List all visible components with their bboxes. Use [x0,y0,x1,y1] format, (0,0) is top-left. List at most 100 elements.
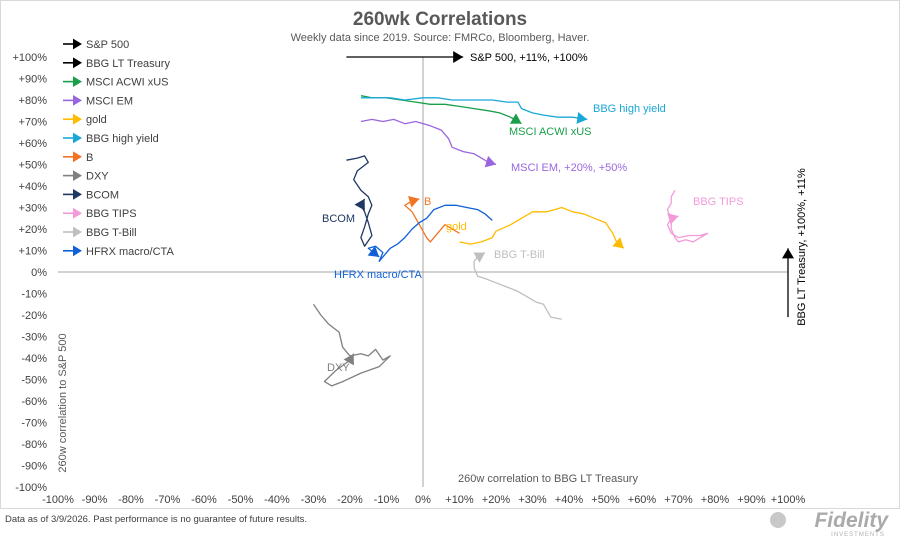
x-tick-label: +10% [445,494,474,506]
legend-arrow-icon [73,38,82,50]
x-tick-label: +70% [664,494,693,506]
x-tick-label: +20% [482,494,511,506]
x-tick-label: -70% [155,494,181,506]
fidelity-logo-subtext: INVESTMENTS [831,532,885,538]
legend-arrow-icon [73,95,82,106]
legend-item-bcom: BCOM [63,189,119,201]
series-bbg-t-bill [473,252,562,320]
x-tick-label: -30% [301,494,327,506]
series-arrow-msci-acwi-xus [509,113,522,124]
legend-item-dxy: DXY [63,170,109,183]
legend-arrow-icon [73,189,82,200]
series-arrow-gold [612,237,624,249]
legend-arrow-icon [73,132,82,144]
legend-arrow-icon [73,170,82,181]
legend-label: MSCI ACWI xUS [86,77,169,89]
series-hfrx-macro-cta [367,204,493,262]
axes: -100% -90% -80% -70% -60% -50% -40% -30% -20% -10… [12,52,805,506]
fidelity-logo: Fidelity INVESTMENTS [770,509,889,538]
label-gold: gold [446,221,467,233]
series-bbg-tips [666,189,709,243]
y-tick-label: -10% [21,289,47,301]
y-tick-label: +40% [19,181,48,193]
legend-arrow-icon [73,207,82,219]
y-tick-label: -90% [21,461,47,473]
x-tick-label: -40% [264,494,290,506]
legend: S&P 500 BBG LT Treasury MSCI ACWI xUS MSCI … [63,38,174,258]
series-dxy [312,303,391,387]
legend-label: B [86,152,93,164]
legend-label: BBG high yield [86,133,159,145]
label-b: B [424,196,431,208]
legend-arrow-icon [73,113,82,125]
label-bcom: BCOM [322,213,355,225]
series-bbg-lt-treasury [782,248,794,318]
x-tick-label: +80% [701,494,730,506]
y-tick-label: -40% [21,353,47,365]
y-tick-label: +50% [19,160,48,172]
series-labels: S&P 500, +11%, +100% BBG LT Treasury, +10… [322,52,808,374]
label-bbg-t-bill: BBG T-Bill [494,249,545,261]
y-tick-label: -20% [21,310,47,322]
y-axis-title: 260w correlation to S&P 500 [57,333,69,472]
legend-arrow-icon [73,151,82,163]
legend-item-s-p-500: S&P 500 [63,38,129,51]
label-bbg-lt-treasury: BBG LT Treasury, +100%, +11% [796,168,808,326]
legend-label: HFRX macro/CTA [86,246,174,258]
y-tick-label: -30% [21,332,47,344]
legend-label: BBG LT Treasury [86,58,170,70]
legend-arrow-icon [73,226,82,238]
y-tick-label: -100% [15,482,47,494]
series-arrow-bbg-lt-treasury [782,248,794,259]
x-tick-label: -60% [191,494,217,506]
legend-label: BCOM [86,189,119,201]
series-line-bcom [346,155,373,247]
series-arrow-dxy [343,353,354,366]
legend-label: BBG TIPS [86,208,137,220]
x-tick-label: +30% [518,494,547,506]
legend-label: DXY [86,171,109,183]
x-tick-label: -10% [374,494,400,506]
series-bbg-high-yield [360,97,588,124]
legend-arrow-icon [73,57,82,69]
series-arrow-bcom [354,198,365,211]
x-axis-title: 260w correlation to BBG LT Treasury [458,473,638,485]
series-line-gold [459,206,625,249]
series-layer [312,51,794,387]
x-tick-label: -50% [228,494,254,506]
x-tick-label: +40% [555,494,584,506]
series-line-msci-em [360,118,497,166]
y-tick-label: -60% [21,396,47,408]
series-line-bbg-t-bill [473,252,562,320]
fidelity-logo-mark [770,512,786,528]
x-tick-label: +50% [591,494,620,506]
legend-item-hfrx-macro-cta: HFRX macro/CTA [63,245,174,258]
series-arrow-bbg-high-yield [576,111,588,124]
series-line-b [404,198,460,243]
legend-item-bbg-t-bill: BBG T-Bill [63,226,137,239]
x-tick-label: -100% [42,494,74,506]
y-tick-label: +30% [19,203,48,215]
legend-item-bbg-lt-treasury: BBG LT Treasury [63,57,170,70]
y-tick-label: +10% [19,246,48,258]
legend-item-msci-em: MSCI EM [63,95,133,107]
label-dxy: DXY [327,362,350,374]
legend-label: gold [86,114,107,126]
y-tick-label: +90% [19,74,48,86]
y-tick-label: 0% [31,267,47,279]
label-s-p-500: S&P 500, +11%, +100% [470,52,588,64]
x-tick-label: 0% [415,494,431,506]
y-tick-label: -50% [21,375,47,387]
legend-item-msci-acwi-xus: MSCI ACWI xUS [63,76,169,89]
chart-subtitle: Weekly data since 2019. Source: FMRCo, B… [291,32,590,44]
series-arrow-bbg-tips [667,213,679,225]
series-arrow-msci-em [484,155,496,168]
legend-label: BBG T-Bill [86,227,137,239]
legend-arrow-icon [73,76,82,87]
y-tick-label: -70% [21,418,47,430]
y-tick-label: +20% [19,224,48,236]
legend-arrow-icon [73,245,82,257]
series-msci-em [360,118,497,168]
chart-frame [0,0,900,509]
series-line-hfrx-macro-cta [367,204,493,262]
